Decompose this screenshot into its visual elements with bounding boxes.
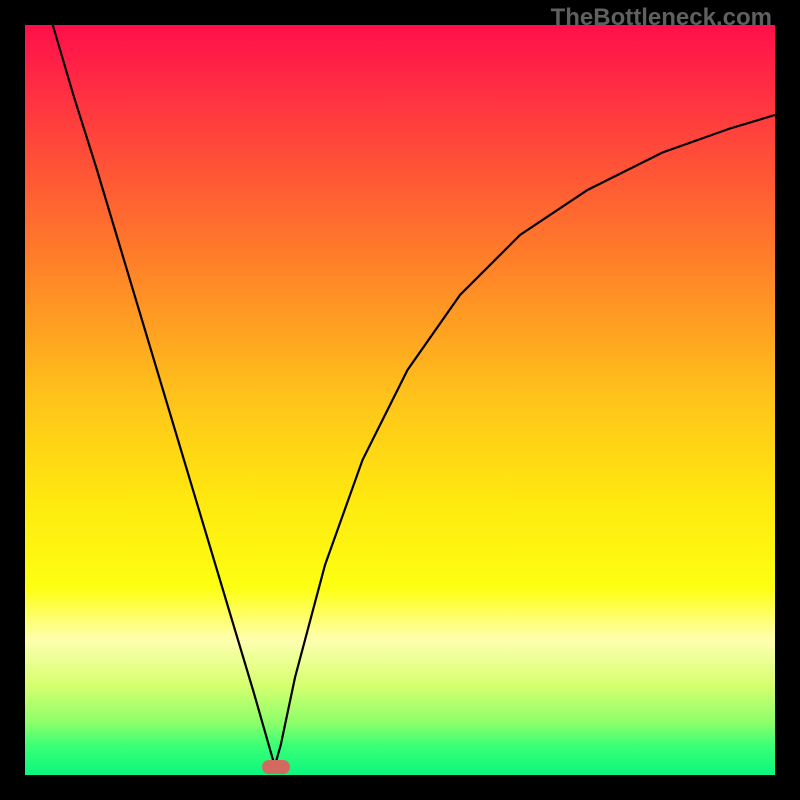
watermark-text: TheBottleneck.com <box>551 4 772 32</box>
plot-area <box>25 25 775 775</box>
chart-container: TheBottleneck.com <box>0 0 800 800</box>
vertex-marker <box>262 760 290 774</box>
